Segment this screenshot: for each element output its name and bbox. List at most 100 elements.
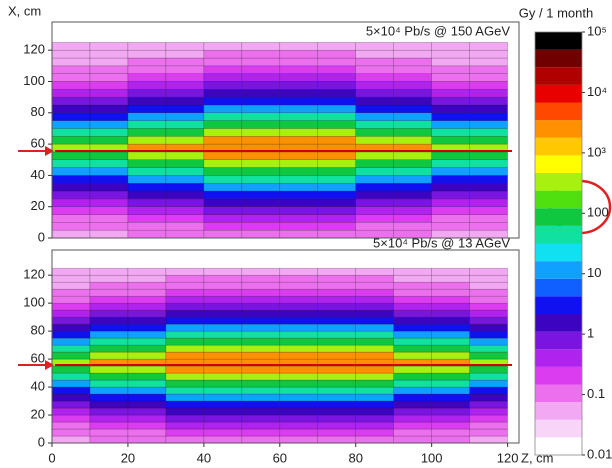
heat-cell — [431, 57, 470, 67]
heat-cell — [241, 316, 281, 325]
heat-cell — [355, 73, 394, 82]
heat-cell — [431, 435, 470, 444]
heat-cell — [317, 400, 356, 409]
heat-cell — [279, 309, 319, 318]
heat-cell — [279, 330, 319, 339]
heat-cell — [279, 73, 319, 82]
heat-cell — [203, 214, 243, 223]
heat-cell — [165, 372, 205, 381]
heat-cell — [203, 229, 243, 239]
heat-cell — [51, 323, 91, 332]
heat-cell — [469, 351, 508, 360]
heat-cell — [279, 351, 319, 360]
heat-cell — [127, 302, 167, 311]
heat-cell — [127, 379, 167, 388]
heat-cell — [393, 65, 432, 74]
heat-cell — [241, 128, 281, 137]
heat-cell — [355, 288, 394, 297]
heat-cell — [165, 316, 205, 325]
heat-cell — [431, 386, 470, 395]
heat-cell — [431, 379, 470, 388]
heat-cell — [431, 344, 470, 353]
heat-cell — [355, 351, 394, 360]
heat-cell — [317, 182, 356, 192]
heat-cell — [431, 136, 470, 145]
colorbar-band — [535, 49, 582, 68]
heat-cell — [393, 73, 432, 82]
heat-cell — [279, 344, 319, 353]
heat-cell — [355, 274, 394, 283]
heat-cell — [279, 112, 319, 121]
heat-cell — [51, 302, 91, 311]
heat-cell — [355, 309, 394, 318]
heat-cell — [279, 281, 319, 290]
heat-cell — [241, 206, 281, 215]
heat-cell — [89, 323, 129, 332]
heat-cell — [393, 309, 432, 318]
heat-cell — [51, 104, 91, 114]
heat-cell — [279, 182, 319, 192]
heat-cell — [355, 414, 394, 423]
colorbar-band — [535, 261, 582, 279]
heat-cell — [51, 214, 91, 223]
heat-cell — [89, 393, 129, 402]
heat-cell — [469, 421, 508, 430]
heat-cell — [469, 198, 508, 207]
heat-cell — [165, 175, 205, 184]
heat-cell — [393, 267, 432, 276]
heat-cell — [89, 281, 129, 290]
heat-cell — [431, 288, 470, 297]
heat-cell — [89, 421, 129, 430]
heat-cell — [51, 65, 91, 74]
heat-cell — [165, 65, 205, 74]
heat-cell — [355, 57, 394, 67]
heat-cell — [469, 151, 508, 160]
arrow — [18, 146, 54, 156]
heat-cell — [241, 288, 281, 297]
heat-cell — [317, 104, 356, 114]
heat-cell — [469, 407, 508, 416]
heat-cell — [355, 407, 394, 416]
heat-cell — [165, 89, 205, 98]
heat-cell — [469, 136, 508, 145]
heat-cell — [241, 386, 281, 395]
y-tick-label: 20 — [31, 198, 45, 213]
heat-cell — [241, 175, 281, 184]
heat-cell — [469, 337, 508, 346]
colorbar-band — [535, 67, 582, 85]
heat-cell — [241, 393, 281, 402]
heat-cell — [279, 393, 319, 402]
heat-cell — [241, 167, 281, 176]
heat-cell — [51, 42, 91, 51]
heat-cell — [127, 414, 167, 423]
heat-cell — [89, 337, 129, 346]
heat-cell — [279, 104, 319, 114]
heat-cell — [431, 222, 470, 231]
heat-cell — [203, 393, 243, 402]
heat-cell — [51, 351, 91, 360]
heat-cell — [279, 167, 319, 176]
heat-cell — [203, 57, 243, 67]
heat-cell — [469, 309, 508, 318]
heat-cell — [393, 214, 432, 223]
heat-cell — [241, 337, 281, 346]
heat-cell — [431, 198, 470, 207]
heat-cell — [241, 323, 281, 332]
heat-cell — [279, 302, 319, 311]
heat-cell — [431, 42, 470, 51]
heat-cell — [127, 323, 167, 332]
heat-cell — [241, 309, 281, 318]
heat-cell — [393, 295, 432, 304]
heat-cell — [279, 428, 319, 437]
colorbar-tick-label: 0.01 — [587, 446, 612, 461]
colorbar-tick-label: 1 — [587, 326, 594, 341]
heat-cell — [317, 309, 356, 318]
heat-cell — [165, 414, 205, 423]
heat-cell — [241, 407, 281, 416]
heatmaps — [51, 42, 508, 444]
heat-cell — [393, 89, 432, 98]
heat-cell — [203, 182, 243, 192]
colorbar-band — [535, 437, 582, 455]
colorbar-band — [535, 225, 582, 244]
heat-cell — [203, 136, 243, 145]
